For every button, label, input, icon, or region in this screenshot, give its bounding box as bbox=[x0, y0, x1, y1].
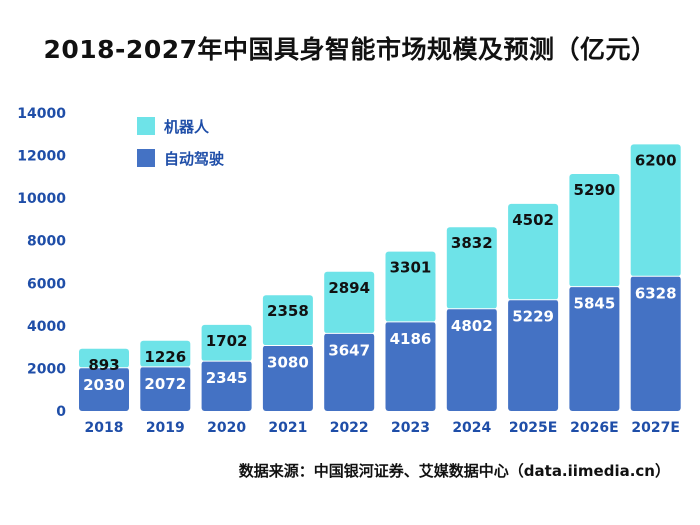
bar-robot-2027E bbox=[630, 144, 681, 277]
y-tick-label: 12000 bbox=[17, 149, 66, 165]
data-label-robot: 5290 bbox=[574, 181, 616, 199]
data-label-robot: 3832 bbox=[451, 234, 493, 252]
data-label-autonomous: 3080 bbox=[267, 353, 309, 371]
bar-autonomous-2026E bbox=[569, 286, 620, 411]
x-tick-label: 2023 bbox=[391, 420, 430, 436]
bar-autonomous-2023 bbox=[385, 321, 436, 411]
data-label-robot: 2358 bbox=[267, 302, 309, 320]
chart-title: 2018-2027年中国具身智能市场规模及预测（亿元） bbox=[43, 35, 657, 64]
bar-robot-2025E bbox=[508, 203, 559, 300]
y-tick-label: 0 bbox=[56, 404, 66, 420]
data-label-autonomous: 2345 bbox=[206, 369, 248, 387]
bar-robot-2024 bbox=[446, 227, 497, 309]
legend-label: 自动驾驶 bbox=[164, 150, 224, 168]
legend-swatch bbox=[137, 117, 155, 135]
data-label-robot: 893 bbox=[88, 356, 119, 374]
data-label-autonomous: 2072 bbox=[144, 375, 186, 393]
y-axis: 0 2000 4000 6000 8000 10000 12000 14000 bbox=[17, 106, 66, 420]
data-label-autonomous: 6328 bbox=[635, 284, 677, 302]
bar-robot-2018 bbox=[79, 348, 129, 368]
data-label-robot: 6200 bbox=[635, 151, 677, 169]
y-tick-label: 8000 bbox=[27, 234, 66, 250]
bars: 2030 893 2072 1226 2345 1702 3080 2358 3647 2894 4… bbox=[79, 144, 681, 411]
data-label-robot: 4502 bbox=[512, 211, 554, 229]
bar-autonomous-2021 bbox=[262, 345, 313, 411]
bar-autonomous-2020 bbox=[201, 361, 252, 411]
bar-autonomous-2022 bbox=[324, 333, 375, 411]
x-tick-label: 2024 bbox=[452, 420, 491, 436]
bar-robot-2023 bbox=[385, 251, 436, 322]
bar-robot-2020 bbox=[201, 324, 252, 362]
source-note: 数据来源：中国银河证券、艾媒数据中心（data.iimedia.cn） bbox=[238, 462, 670, 480]
data-label-autonomous: 4802 bbox=[451, 317, 493, 335]
bar-autonomous-2019 bbox=[140, 366, 191, 411]
legend-label: 机器人 bbox=[164, 118, 210, 136]
data-label-autonomous: 5845 bbox=[574, 295, 616, 313]
data-label-autonomous: 2030 bbox=[83, 376, 125, 394]
data-label-robot: 1226 bbox=[144, 348, 186, 366]
y-tick-label: 6000 bbox=[27, 276, 66, 292]
legend-swatch bbox=[137, 149, 155, 167]
bar-robot-2019 bbox=[140, 340, 191, 367]
data-label-robot: 1702 bbox=[206, 332, 248, 350]
y-tick-label: 4000 bbox=[27, 319, 66, 335]
x-tick-label: 2027E bbox=[631, 420, 680, 436]
x-axis: 2018 2019 2020 2021 2022 2023 2024 2025E 2026E 20… bbox=[85, 420, 680, 436]
x-tick-label: 2019 bbox=[146, 420, 185, 436]
data-label-autonomous: 5229 bbox=[512, 308, 554, 326]
x-tick-label: 2020 bbox=[207, 420, 246, 436]
data-label-robot: 3301 bbox=[390, 259, 432, 277]
bar-robot-2021 bbox=[262, 295, 313, 346]
bar-robot-2026E bbox=[569, 173, 620, 287]
data-label-autonomous: 4186 bbox=[390, 330, 432, 348]
bar-autonomous-2025E bbox=[508, 299, 559, 411]
x-tick-label: 2025E bbox=[509, 420, 558, 436]
data-label-autonomous: 3647 bbox=[328, 341, 370, 359]
x-tick-label: 2022 bbox=[330, 420, 369, 436]
bar-autonomous-2024 bbox=[446, 308, 497, 411]
y-tick-label: 14000 bbox=[17, 106, 66, 122]
bar-autonomous-2018 bbox=[79, 367, 129, 411]
data-label-robot: 2894 bbox=[328, 279, 370, 297]
y-tick-label: 10000 bbox=[17, 191, 66, 207]
x-tick-label: 2018 bbox=[85, 420, 124, 436]
bar-robot-2022 bbox=[324, 271, 375, 334]
x-tick-label: 2021 bbox=[268, 420, 307, 436]
x-tick-label: 2026E bbox=[570, 420, 619, 436]
bar-autonomous-2027E bbox=[630, 276, 681, 411]
y-tick-label: 2000 bbox=[27, 361, 66, 377]
